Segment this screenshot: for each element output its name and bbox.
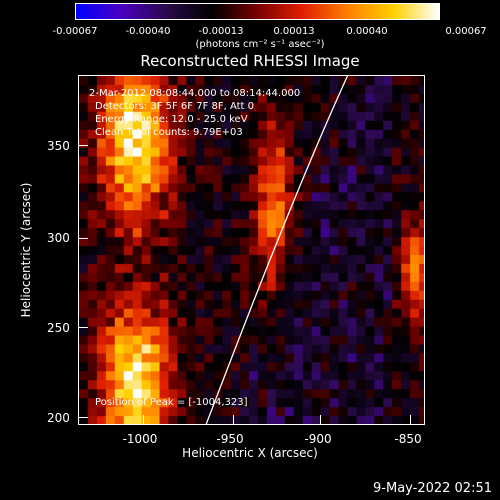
heatmap-image <box>79 76 424 424</box>
observation-time: 2-Mar-2012 08:08:44.000 to 08:14:44.000 <box>89 88 301 99</box>
peak-position-text: Position of Peak = [-1004,323] <box>95 397 248 408</box>
generated-timestamp: 9-May-2022 02:51 <box>373 481 492 496</box>
colorbar-tick: 0.00013 <box>273 26 315 37</box>
colorbar-tick: 0.00067 <box>445 26 487 37</box>
x-tick-label: -950 <box>216 432 244 446</box>
x-tick-mark <box>233 415 234 425</box>
x-axis-label: Heliocentric X (arcsec) <box>182 446 318 460</box>
x-tick-label: -850 <box>394 432 422 446</box>
x-tick-mark <box>410 415 411 425</box>
y-tick-label: 350 <box>47 139 70 153</box>
image-plot: 2-Mar-2012 08:08:44.000 to 08:14:44.000 … <box>78 75 425 425</box>
detectors-text: Detectors: 3F 5F 6F 7F 8F, Att 0 <box>95 101 255 112</box>
colorbar-tick: -0.00013 <box>198 26 244 37</box>
y-tick-mark <box>78 238 88 239</box>
colorbar-tick: -0.00040 <box>125 26 171 37</box>
y-tick-label: 200 <box>47 411 70 425</box>
y-tick-mark <box>78 417 88 418</box>
x-tick-mark <box>320 415 321 425</box>
image-title: Reconstructed RHESSI Image <box>140 52 360 70</box>
x-tick-label: -900 <box>304 432 332 446</box>
colorbar-tick: 0.00040 <box>346 26 388 37</box>
total-counts-text: Clean Total counts: 9.79E+03 <box>95 127 243 138</box>
solar-limb-line <box>205 76 349 424</box>
colorbar-tick: -0.00067 <box>52 26 98 37</box>
y-axis-label: Heliocentric Y (arcsec) <box>19 182 33 318</box>
energy-range-text: Energy Range: 12.0 - 25.0 keV <box>95 114 248 125</box>
colorbar <box>75 3 440 20</box>
y-tick-label: 300 <box>47 231 70 245</box>
y-tick-mark <box>78 145 88 146</box>
y-tick-mark <box>78 327 88 328</box>
x-tick-mark <box>143 415 144 425</box>
x-tick-label: -1000 <box>122 432 158 446</box>
y-tick-label: 250 <box>47 321 70 335</box>
colorbar-units: (photons cm⁻² s⁻¹ asec⁻²) <box>195 39 325 50</box>
